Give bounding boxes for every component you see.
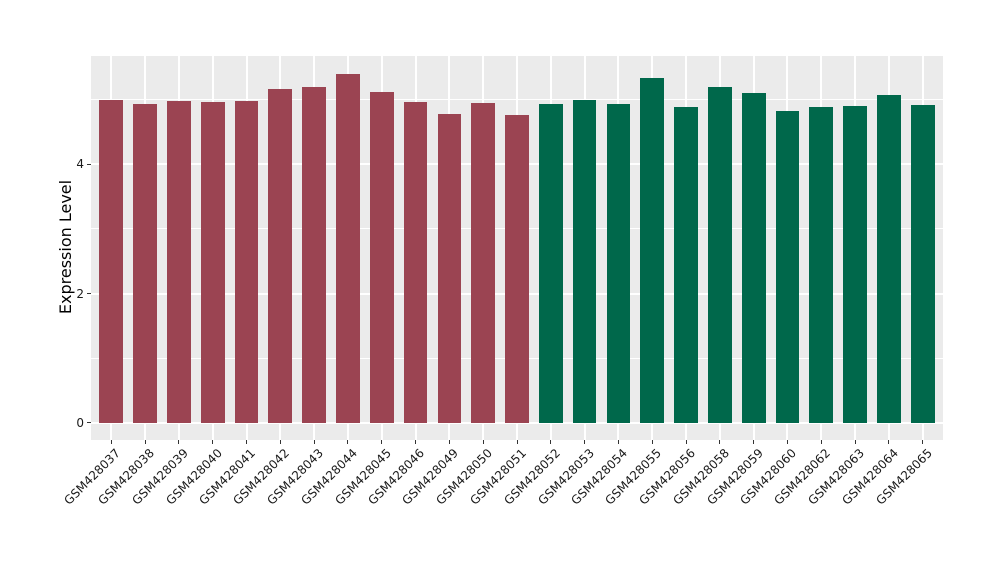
bar bbox=[708, 87, 732, 423]
bar bbox=[336, 73, 360, 423]
bar bbox=[674, 107, 698, 423]
bar bbox=[403, 102, 428, 423]
x-tick-mark bbox=[651, 439, 653, 444]
x-tick-mark bbox=[313, 439, 315, 444]
x-tick-mark bbox=[584, 439, 586, 444]
bar bbox=[843, 105, 867, 423]
y-tick-mark bbox=[86, 163, 91, 165]
bar bbox=[302, 87, 326, 423]
x-tick-mark bbox=[516, 439, 518, 444]
x-tick-mark bbox=[144, 439, 146, 444]
bar bbox=[538, 103, 563, 423]
bar bbox=[437, 113, 462, 423]
bar bbox=[606, 104, 631, 423]
x-tick-mark bbox=[719, 439, 721, 444]
x-tick-mark bbox=[415, 439, 417, 444]
y-tick-label: 0 bbox=[76, 415, 84, 430]
y-tick-label: 2 bbox=[76, 286, 84, 301]
x-tick-mark bbox=[212, 439, 214, 444]
x-tick-mark bbox=[753, 439, 755, 444]
bar bbox=[200, 102, 225, 423]
bar bbox=[505, 114, 529, 423]
x-tick-mark bbox=[888, 439, 890, 444]
x-tick-mark bbox=[347, 439, 349, 444]
x-tick-mark bbox=[854, 439, 856, 444]
bar bbox=[877, 94, 901, 423]
x-tick-mark bbox=[110, 439, 112, 444]
bar bbox=[572, 99, 597, 423]
bar bbox=[640, 78, 665, 423]
bar bbox=[910, 104, 935, 423]
y-tick-mark bbox=[86, 422, 91, 424]
x-tick-mark bbox=[786, 439, 788, 444]
bar bbox=[99, 100, 124, 423]
x-tick-mark bbox=[178, 439, 180, 444]
x-tick-mark bbox=[617, 439, 619, 444]
bar bbox=[268, 89, 293, 423]
x-tick-mark bbox=[482, 439, 484, 444]
x-tick-mark bbox=[922, 439, 924, 444]
x-tick-mark bbox=[381, 439, 383, 444]
x-tick-mark bbox=[246, 439, 248, 444]
bar bbox=[741, 93, 766, 423]
y-tick-mark bbox=[86, 293, 91, 294]
bar bbox=[369, 91, 394, 423]
x-tick-mark bbox=[279, 439, 281, 444]
bar bbox=[133, 103, 157, 423]
x-tick-mark bbox=[550, 439, 552, 444]
bar bbox=[167, 100, 191, 423]
y-axis-title: Expression Level bbox=[56, 179, 75, 315]
y-tick-label: 4 bbox=[76, 157, 84, 172]
bar bbox=[809, 107, 834, 423]
x-tick-mark bbox=[685, 439, 687, 444]
x-tick-mark bbox=[820, 439, 822, 444]
bar bbox=[775, 111, 800, 423]
bar bbox=[471, 102, 496, 423]
x-tick-mark bbox=[448, 439, 450, 444]
bar bbox=[234, 100, 259, 423]
